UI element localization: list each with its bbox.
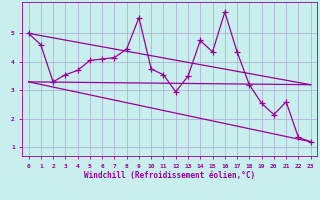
X-axis label: Windchill (Refroidissement éolien,°C): Windchill (Refroidissement éolien,°C) [84,171,255,180]
